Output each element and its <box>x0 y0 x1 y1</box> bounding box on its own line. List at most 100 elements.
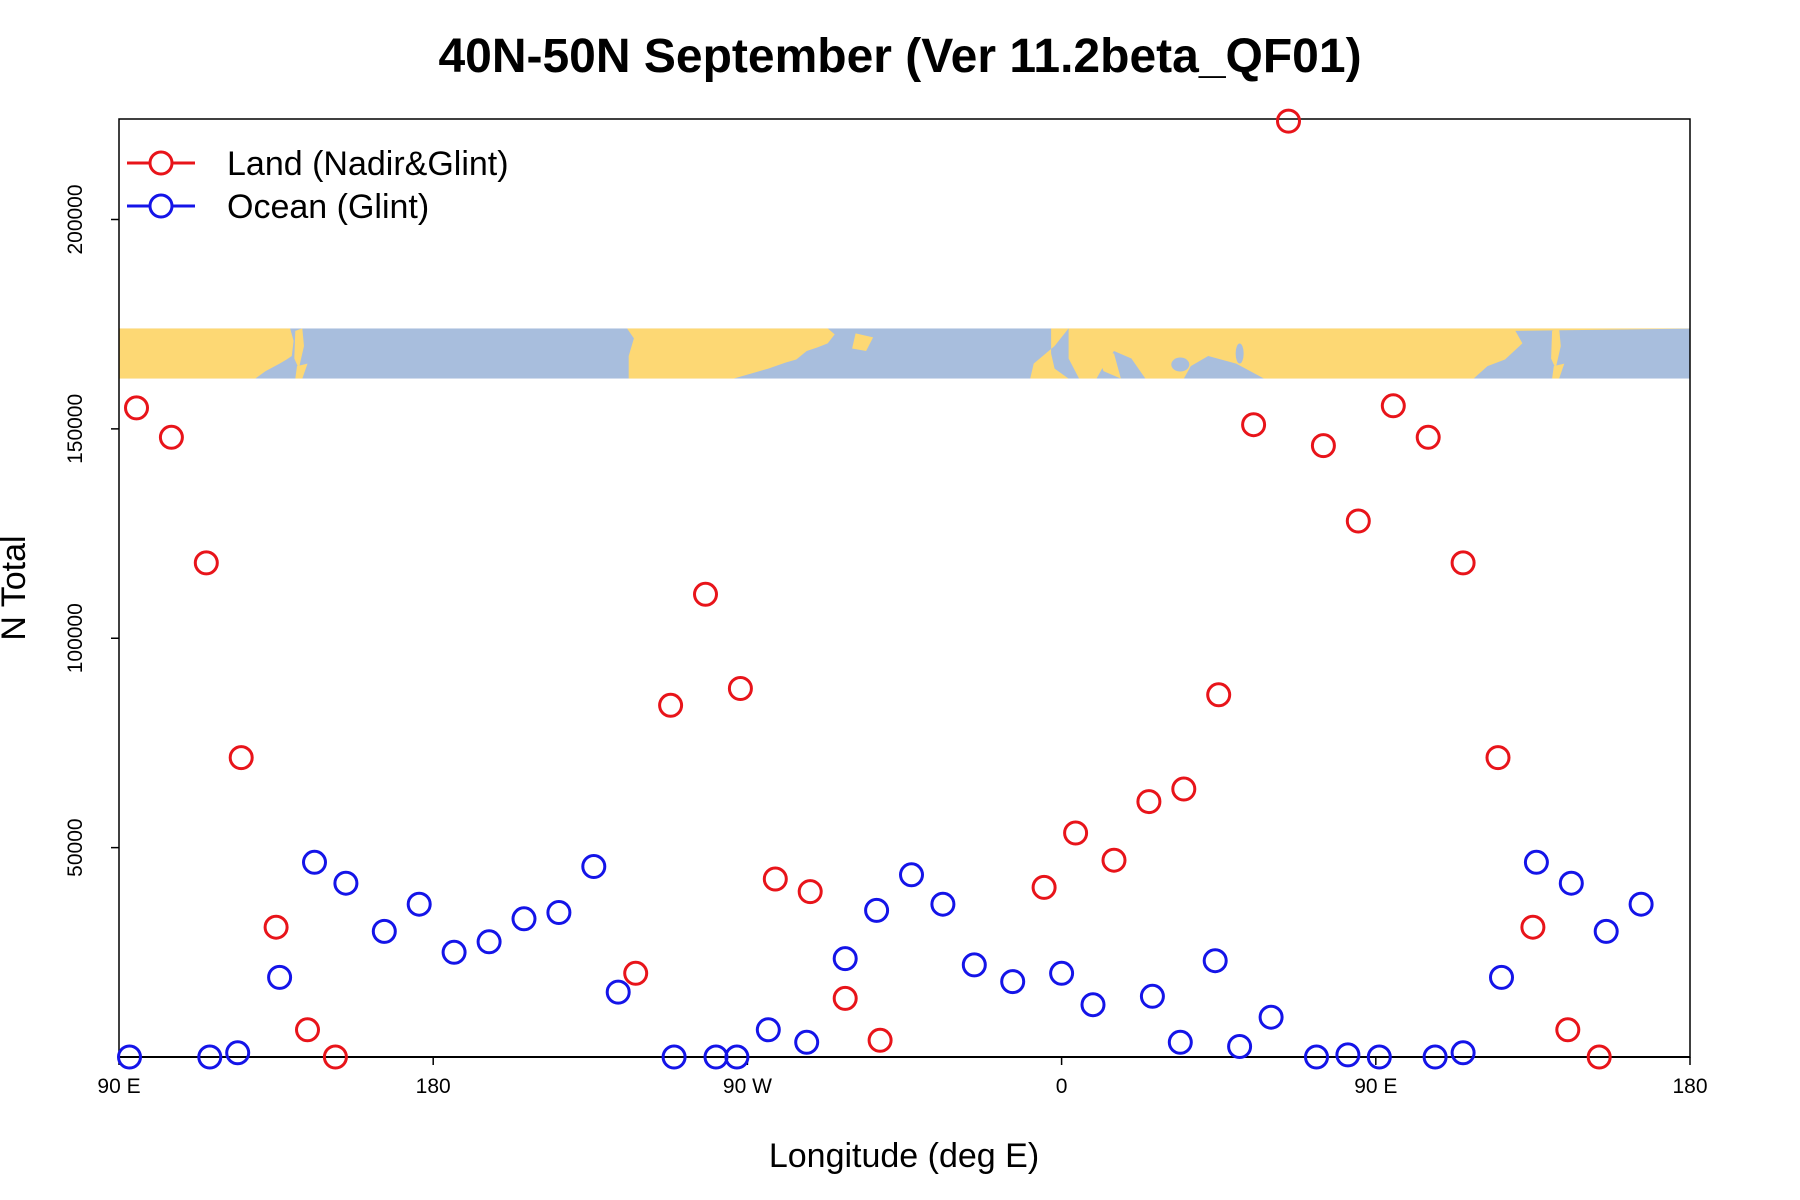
point-land-9 <box>693 581 718 607</box>
x-tick-label-2: 90 W <box>723 1075 772 1098</box>
point-ocean-39 <box>1558 870 1584 896</box>
map-strip-land-1 <box>294 328 304 369</box>
point-land-26 <box>1415 424 1441 450</box>
point-land-28 <box>1485 745 1511 771</box>
point-ocean-8 <box>441 939 467 965</box>
point-land-30 <box>1555 1017 1581 1043</box>
point-ocean-24 <box>1000 969 1026 995</box>
map-strip-caspian-sea <box>1235 343 1244 364</box>
point-land-4 <box>263 914 289 940</box>
point-ocean-40 <box>1593 918 1619 944</box>
x-axis-label: Longitude (deg E) <box>769 1137 1039 1175</box>
point-land-5 <box>295 1017 320 1043</box>
point-ocean-35 <box>1422 1044 1448 1070</box>
point-ocean-14 <box>661 1044 687 1070</box>
series-land <box>124 108 1612 1070</box>
point-land-18 <box>1136 789 1162 815</box>
point-land-6 <box>322 1044 348 1070</box>
point-land-29 <box>1520 914 1546 940</box>
y-axis: 50000 100000 150000 200000 <box>64 184 119 877</box>
point-ocean-31 <box>1258 1004 1284 1030</box>
chart-title: 40N-50N September (Ver 11.2beta_QF01) <box>438 30 1361 83</box>
point-land-7 <box>623 960 649 986</box>
series-ocean <box>117 849 1654 1070</box>
legend-swatch-marker-land <box>148 150 174 176</box>
point-land-31 <box>1586 1044 1612 1070</box>
point-ocean-11 <box>546 900 572 925</box>
point-land-21 <box>1241 412 1267 438</box>
point-ocean-13 <box>605 979 631 1005</box>
map-strip-land-9 <box>1552 363 1565 379</box>
point-ocean-32 <box>1304 1044 1329 1070</box>
point-ocean-41 <box>1628 891 1654 917</box>
point-ocean-20 <box>864 897 890 923</box>
map-strip-land-8 <box>1551 328 1561 369</box>
point-ocean-7 <box>406 891 432 917</box>
x-tick-label-0: 90 E <box>97 1075 140 1098</box>
x-tick-label-5: 180 <box>1672 1075 1707 1098</box>
point-land-8 <box>658 692 684 718</box>
map-strip-black-sea <box>1171 357 1190 372</box>
point-ocean-17 <box>755 1017 781 1043</box>
point-ocean-12 <box>581 854 607 879</box>
point-ocean-10 <box>511 906 537 932</box>
legend: Land (Nadir&Glint) Ocean (Glint) <box>127 145 509 226</box>
point-land-19 <box>1171 776 1197 802</box>
legend-entry-land: Land (Nadir&Glint) <box>127 145 509 183</box>
y-tick-label-0: 50000 <box>64 818 87 876</box>
point-land-2 <box>193 550 219 576</box>
world-map-strip <box>119 328 1690 379</box>
plot-frame <box>118 118 1691 1058</box>
point-ocean-6 <box>371 918 397 944</box>
point-ocean-25 <box>1049 960 1075 986</box>
y-tick-label-3: 200000 <box>64 184 87 254</box>
point-land-20 <box>1206 682 1232 708</box>
point-land-14 <box>867 1027 893 1053</box>
point-ocean-29 <box>1202 948 1228 974</box>
point-ocean-28 <box>1167 1029 1193 1055</box>
x-tick-label-1: 180 <box>416 1075 451 1098</box>
x-tick-label-3: 0 <box>1056 1075 1068 1098</box>
point-ocean-19 <box>832 946 858 972</box>
point-land-25 <box>1380 393 1406 419</box>
y-tick-label-1: 100000 <box>64 603 87 673</box>
point-ocean-9 <box>476 929 502 955</box>
point-land-1 <box>158 424 184 450</box>
legend-label-land: Land (Nadir&Glint) <box>227 145 509 183</box>
map-strip-land-2 <box>295 363 308 379</box>
map-strip-land-4 <box>852 333 874 351</box>
point-ocean-3 <box>267 964 293 990</box>
point-ocean-5 <box>333 870 359 896</box>
y-axis-label: N Total <box>0 535 33 640</box>
map-strip-land-0 <box>119 328 294 379</box>
point-ocean-23 <box>961 952 987 978</box>
legend-swatch-marker-ocean <box>148 193 174 219</box>
point-ocean-36 <box>1450 1040 1476 1066</box>
point-land-27 <box>1450 550 1476 576</box>
y-tick-label-2: 150000 <box>64 394 87 464</box>
point-ocean-21 <box>899 862 924 888</box>
map-strip-land-3 <box>627 328 835 379</box>
point-land-3 <box>228 745 254 771</box>
point-land-0 <box>124 395 149 421</box>
point-land-13 <box>832 985 858 1011</box>
point-ocean-38 <box>1523 849 1549 875</box>
legend-entry-ocean: Ocean (Glint) <box>127 188 429 226</box>
point-land-15 <box>1031 874 1057 900</box>
point-land-22 <box>1276 108 1301 134</box>
point-ocean-18 <box>794 1029 820 1055</box>
map-strip-land-7 <box>1096 351 1121 379</box>
point-ocean-1 <box>197 1044 223 1070</box>
point-land-10 <box>727 676 753 701</box>
point-ocean-34 <box>1366 1044 1392 1070</box>
point-land-16 <box>1063 820 1089 846</box>
map-strip-land-5 <box>1030 328 1069 379</box>
point-land-24 <box>1345 508 1371 534</box>
point-ocean-30 <box>1227 1034 1253 1059</box>
point-ocean-2 <box>225 1040 251 1066</box>
point-ocean-0 <box>117 1044 142 1070</box>
point-land-11 <box>762 866 788 892</box>
point-ocean-4 <box>302 849 327 875</box>
point-ocean-22 <box>930 891 956 917</box>
